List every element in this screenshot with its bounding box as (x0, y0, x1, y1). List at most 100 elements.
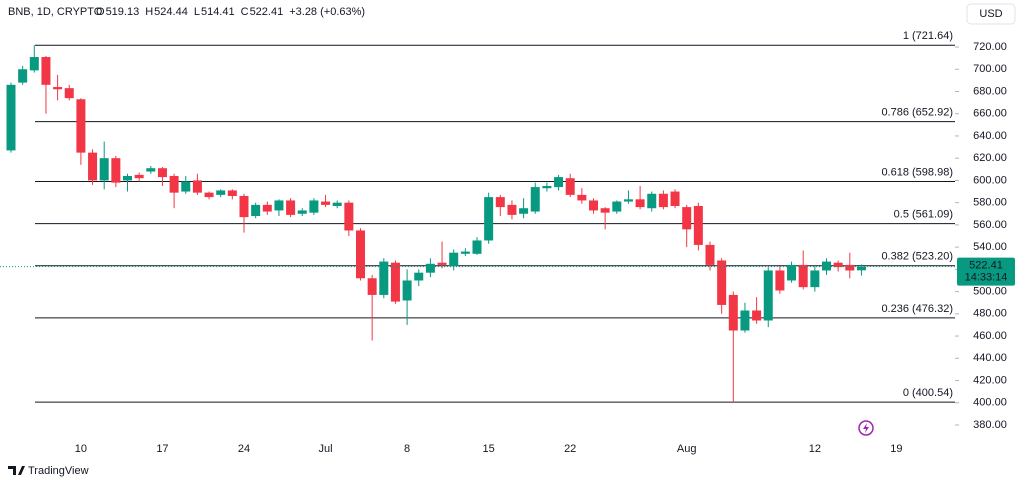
candle-body (763, 270, 773, 321)
candle-body (565, 178, 575, 195)
candle-body (810, 270, 820, 288)
candle-body (472, 240, 482, 254)
y-tick-label: 680.00 (973, 85, 1007, 97)
ohlc-value: 519.13 (106, 6, 140, 18)
candle-body (495, 197, 505, 208)
fib-label: 0.786 (652.92) (881, 107, 953, 119)
y-tick-label: 600.00 (973, 174, 1007, 186)
candle-body (554, 177, 564, 188)
candle-body (321, 201, 331, 205)
candle-body (274, 200, 284, 211)
candle-body (99, 158, 109, 181)
ohlc-key: H (145, 6, 153, 18)
candle-body (856, 266, 866, 271)
change: +3.28 (+0.63%) (289, 6, 365, 18)
candle-body (262, 204, 272, 212)
candle-body (728, 294, 738, 331)
candle-body (123, 175, 132, 181)
fib-label: 0 (400.54) (903, 387, 953, 399)
candle-body (402, 280, 412, 301)
candle-body (822, 261, 831, 271)
x-tick-label: Jul (319, 443, 333, 455)
candle-body (542, 185, 552, 189)
candle-body (845, 264, 855, 271)
candle-body (507, 204, 517, 215)
y-tick-label: 420.00 (973, 374, 1007, 386)
y-tick-label: 700.00 (973, 63, 1007, 75)
candle-body (53, 87, 63, 90)
candle-body (64, 88, 74, 99)
candle-body (181, 181, 191, 192)
candle-body (449, 252, 459, 267)
ohlc-value: 524.44 (154, 6, 188, 18)
candle-body (356, 230, 365, 279)
candle-body (705, 244, 715, 265)
fib-label: 0.5 (561.09) (894, 209, 953, 221)
x-tick-label: 8 (404, 443, 410, 455)
y-tick-label: 380.00 (973, 419, 1007, 431)
y-tick-label: 460.00 (973, 330, 1007, 342)
ohlc-value: 522.41 (250, 6, 284, 18)
candle-body (88, 152, 98, 181)
candle-body (239, 195, 249, 218)
candle-body (18, 69, 28, 83)
candle-body (775, 270, 785, 291)
candle-body (204, 192, 214, 198)
candle-body (29, 57, 39, 71)
last-price-box (957, 257, 1015, 286)
candle-body (519, 208, 529, 214)
candle-body (833, 262, 843, 268)
fib-label: 1 (721.64) (903, 30, 953, 42)
candle-body (658, 193, 668, 208)
currency-button[interactable] (966, 3, 1016, 25)
y-tick-label: 480.00 (973, 308, 1007, 320)
y-tick-label: 640.00 (973, 130, 1007, 142)
countdown: 14:33:14 (965, 272, 1008, 284)
candle-body (798, 264, 808, 288)
candle-body (414, 272, 424, 281)
candle-body (6, 84, 16, 151)
x-tick-label: Aug (677, 443, 697, 455)
flash-icon[interactable] (858, 420, 874, 436)
x-tick-label: 12 (809, 443, 821, 455)
x-tick-label: 22 (564, 443, 576, 455)
candle-body (134, 174, 144, 179)
candle-body (740, 310, 750, 331)
ohlc-key: C (241, 6, 249, 18)
candle-body (600, 208, 610, 213)
candle-body (251, 204, 261, 216)
currency[interactable]: USD (979, 8, 1002, 20)
candle-body (484, 197, 494, 241)
candle-body (530, 187, 540, 212)
fib-label: 0.382 (523.20) (881, 251, 953, 263)
y-tick-label: 440.00 (973, 352, 1007, 364)
brand-logo (8, 466, 25, 475)
candle-body (332, 202, 342, 206)
candle-body (111, 158, 121, 183)
ohlc-key: O (96, 6, 105, 18)
x-tick-label: 17 (156, 443, 168, 455)
candle-body (192, 180, 202, 193)
x-tick-label: 24 (238, 443, 250, 455)
candle-body (589, 200, 598, 211)
candle-body (344, 202, 354, 231)
candle-body (297, 210, 307, 214)
y-tick-label: 540.00 (973, 241, 1007, 253)
x-tick-label: 15 (483, 443, 495, 455)
candle-body (460, 251, 470, 254)
candle-body (682, 207, 692, 230)
candle-body (577, 194, 587, 201)
candle-body (390, 262, 400, 302)
candle-body (693, 205, 703, 245)
y-tick-label: 720.00 (973, 41, 1007, 53)
candle-body (425, 263, 435, 273)
brand: TradingView (28, 465, 89, 477)
candle-body (169, 175, 179, 193)
last-price-label: 522.41 (969, 260, 1003, 272)
y-tick-label: 400.00 (973, 397, 1007, 409)
candle-body (157, 168, 167, 178)
candle-body (367, 278, 377, 295)
symbol: BNB, 1D, CRYPTO (8, 6, 103, 18)
